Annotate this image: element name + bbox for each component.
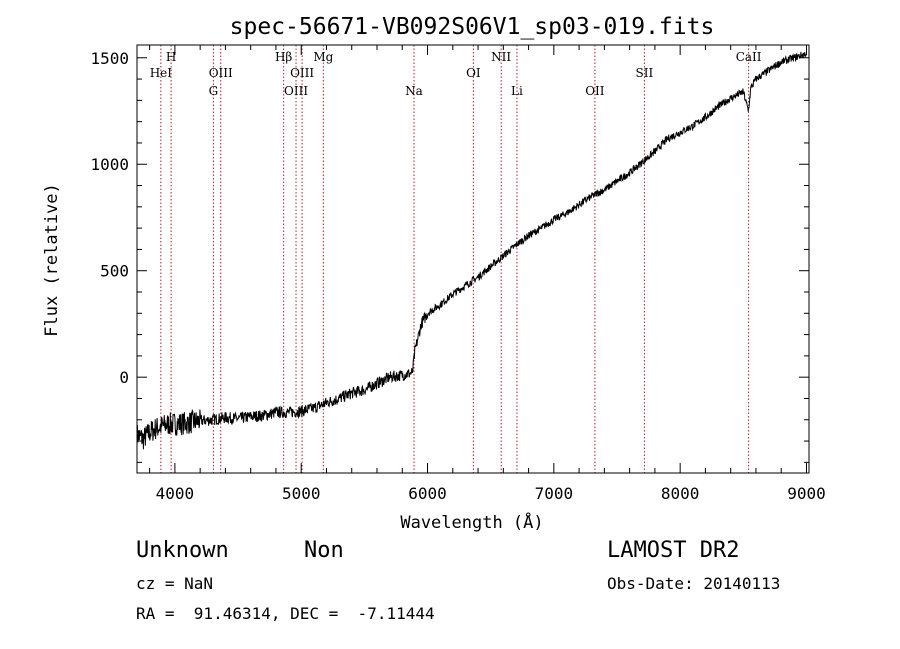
- spectral-line-label-10: NII: [491, 50, 511, 64]
- x-tick-label: 6000: [408, 484, 447, 503]
- observation-date: Obs-Date: 20140113: [607, 574, 781, 593]
- spectral-line-label-12: OII: [585, 84, 605, 98]
- spectral-line-label-2: G: [209, 84, 219, 98]
- chart-title: spec-56671-VB092S06V1_sp03-019.fits: [230, 14, 715, 40]
- y-tick-label: 1500: [90, 49, 129, 68]
- spectrum-series-line: [136, 51, 807, 450]
- spectral-line-label-1: H: [166, 50, 176, 64]
- x-tick-label: 9000: [787, 484, 826, 503]
- object-class: Unknown: [136, 538, 229, 563]
- y-axis: 0 500 1000 1500: [90, 49, 809, 463]
- spectral-line-label-13: SII: [636, 66, 654, 80]
- y-tick-label: 500: [100, 262, 129, 281]
- spectral-line-label-5: OIII: [284, 84, 308, 98]
- redshift-readout: cz = NaN: [136, 574, 214, 593]
- x-axis-label: Wavelength (Å): [400, 511, 543, 533]
- coordinates-readout: RA = 91.46314, DEC = -7.11444: [136, 604, 435, 623]
- spectral-line-label-7: Mg: [313, 50, 333, 64]
- spectral-line-label-3: OIII: [209, 66, 233, 80]
- spectral-line-label-6: OIII: [290, 66, 314, 80]
- spectral-line-markers: HeI H G OIII Hβ OIII OIII Mg Na OI NII Li OII SII CaII: [150, 45, 762, 473]
- x-tick-label: 8000: [661, 484, 700, 503]
- y-axis-label: Flux (relative): [42, 183, 62, 337]
- x-tick-label: 7000: [535, 484, 574, 503]
- spectral-line-label-4: Hβ: [275, 50, 292, 64]
- y-tick-label: 0: [119, 368, 129, 387]
- spectral-line-label-9: OI: [466, 66, 481, 80]
- survey-name: LAMOST DR2: [607, 538, 740, 563]
- spectral-line-label-11: Li: [511, 84, 523, 98]
- plot-frame: [136, 44, 810, 474]
- x-axis: 4000 5000 6000 7000 8000 9000: [149, 45, 826, 503]
- spectral-line-label-14: CaII: [736, 50, 762, 64]
- spectral-line-label-8: Na: [405, 84, 423, 98]
- x-tick-label: 5000: [282, 484, 321, 503]
- spectral-line-label-0: HeI: [150, 66, 173, 80]
- object-subclass: Non: [304, 538, 344, 563]
- x-tick-label: 4000: [156, 484, 195, 503]
- y-tick-label: 1000: [90, 155, 129, 174]
